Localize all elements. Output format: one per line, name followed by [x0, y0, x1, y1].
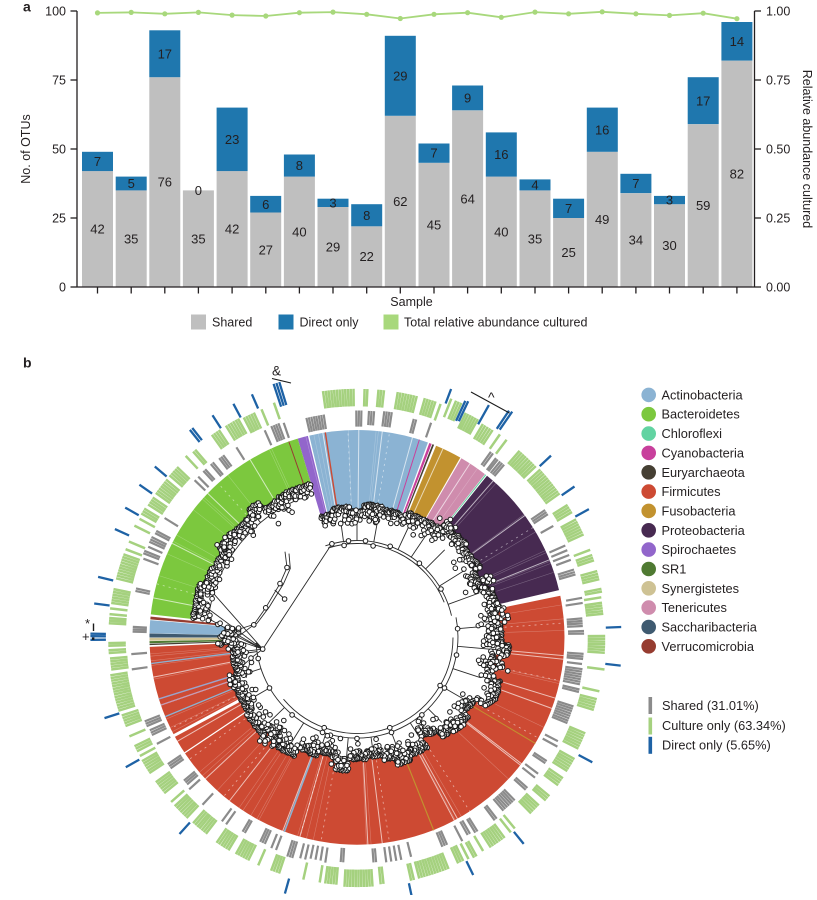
svg-text:Proteobacteria: Proteobacteria	[662, 523, 746, 538]
svg-text:Sample: Sample	[390, 295, 432, 309]
svg-text:25: 25	[52, 211, 66, 225]
svg-text:35: 35	[124, 231, 138, 246]
svg-text:49: 49	[595, 212, 609, 227]
svg-text:62: 62	[393, 194, 407, 209]
svg-text:SR1: SR1	[662, 562, 687, 577]
svg-text:Chloroflexi: Chloroflexi	[662, 426, 722, 441]
svg-text:+: +	[82, 629, 90, 644]
svg-text:Shared: Shared	[212, 316, 252, 330]
svg-text:29: 29	[393, 69, 407, 84]
svg-text:23: 23	[225, 132, 239, 147]
svg-text:45: 45	[427, 218, 441, 233]
svg-text:Direct only (5.65%): Direct only (5.65%)	[662, 738, 771, 753]
svg-text:Total relative abundance cultu: Total relative abundance cultured	[404, 316, 588, 330]
svg-text:25: 25	[561, 245, 575, 260]
svg-text:Verrucomicrobia: Verrucomicrobia	[662, 639, 755, 654]
svg-text:Euryarchaeota: Euryarchaeota	[662, 465, 746, 480]
svg-text:0: 0	[59, 280, 66, 294]
svg-text:Tenericutes: Tenericutes	[662, 600, 727, 615]
svg-text:82: 82	[730, 166, 744, 181]
svg-text:Culture only (63.34%): Culture only (63.34%)	[662, 718, 786, 733]
svg-text:34: 34	[629, 233, 643, 248]
svg-text:59: 59	[696, 198, 710, 213]
svg-text:4: 4	[531, 178, 538, 193]
svg-text:16: 16	[595, 122, 609, 137]
svg-text:3: 3	[666, 193, 673, 208]
svg-text:7: 7	[565, 201, 572, 216]
svg-text:14: 14	[730, 34, 744, 49]
svg-text:&: &	[272, 364, 281, 379]
svg-text:0.50: 0.50	[766, 142, 790, 156]
svg-text:27: 27	[259, 242, 273, 257]
svg-text:Fusobacteria: Fusobacteria	[662, 503, 737, 518]
svg-text:1.00: 1.00	[766, 4, 790, 18]
svg-text:22: 22	[359, 249, 373, 264]
svg-text:8: 8	[363, 208, 370, 223]
svg-text:Direct only: Direct only	[300, 316, 360, 330]
svg-text:0: 0	[195, 183, 202, 198]
svg-text:No. of OTUs: No. of OTUs	[19, 114, 33, 183]
svg-text:17: 17	[696, 93, 710, 108]
svg-text:a: a	[23, 0, 31, 15]
svg-text:5: 5	[128, 176, 135, 191]
svg-text:b: b	[23, 355, 32, 371]
svg-text:0.25: 0.25	[766, 211, 790, 225]
svg-text:7: 7	[94, 154, 101, 169]
svg-text:42: 42	[225, 222, 239, 237]
svg-text:7: 7	[632, 176, 639, 191]
svg-text:Firmicutes: Firmicutes	[662, 484, 721, 499]
svg-text:42: 42	[90, 222, 104, 237]
svg-text:9: 9	[464, 91, 471, 106]
svg-text:0.00: 0.00	[766, 280, 790, 294]
svg-text:75: 75	[52, 73, 66, 87]
svg-text:35: 35	[191, 231, 205, 246]
svg-text:35: 35	[528, 231, 542, 246]
svg-text:17: 17	[158, 46, 172, 61]
svg-text:64: 64	[460, 191, 474, 206]
svg-text:Spirochaetes: Spirochaetes	[662, 542, 737, 557]
svg-text:30: 30	[662, 238, 676, 253]
svg-text:50: 50	[52, 142, 66, 156]
svg-text:3: 3	[329, 195, 336, 210]
svg-text:*: *	[85, 616, 90, 631]
svg-text:Bacteroidetes: Bacteroidetes	[662, 407, 740, 422]
svg-text:Relative abundance cultured: Relative abundance cultured	[800, 70, 814, 228]
svg-text:^: ^	[488, 389, 495, 405]
svg-text:7: 7	[430, 146, 437, 161]
svg-text:100: 100	[45, 4, 66, 18]
svg-text:40: 40	[292, 224, 306, 239]
svg-text:6: 6	[262, 197, 269, 212]
svg-text:8: 8	[296, 158, 303, 173]
svg-text:16: 16	[494, 147, 508, 162]
svg-text:Actinobacteria: Actinobacteria	[662, 387, 744, 402]
svg-text:Saccharibacteria: Saccharibacteria	[662, 620, 758, 635]
svg-text:0.75: 0.75	[766, 73, 790, 87]
svg-text:76: 76	[158, 175, 172, 190]
svg-text:40: 40	[494, 224, 508, 239]
svg-text:Synergistetes: Synergistetes	[662, 581, 740, 596]
svg-text:Shared (31.01%): Shared (31.01%)	[662, 698, 759, 713]
svg-text:29: 29	[326, 240, 340, 255]
svg-text:Cyanobacteria: Cyanobacteria	[662, 445, 745, 460]
